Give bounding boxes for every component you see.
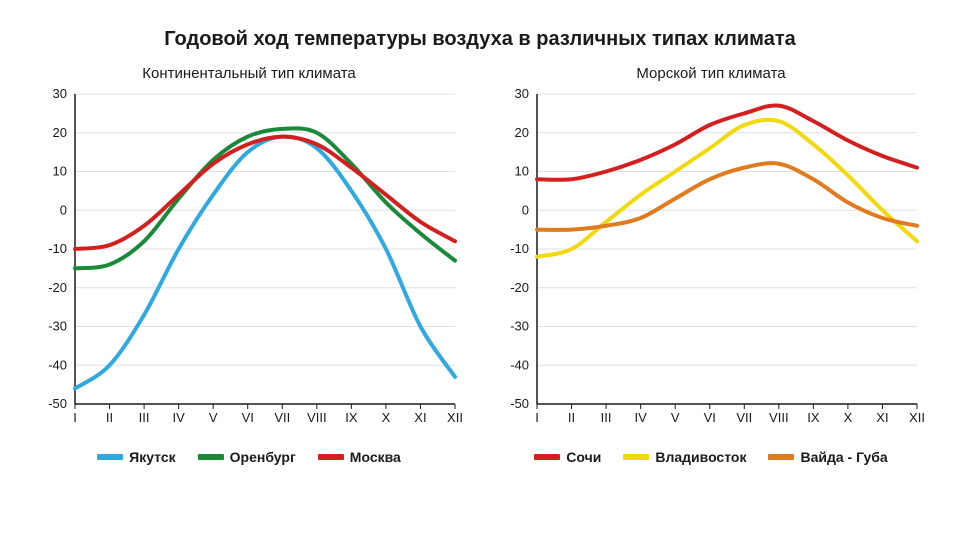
svg-text:XI: XI [414,410,426,425]
svg-text:-50: -50 [510,396,529,411]
svg-text:IV: IV [172,410,185,425]
subtitle-right: Морской тип климата [636,65,785,82]
svg-text:20: 20 [53,125,67,140]
svg-text:I: I [73,410,77,425]
svg-text:0: 0 [60,202,67,217]
series-line [75,128,455,268]
svg-text:-40: -40 [510,357,529,372]
legend-item: Якутск [97,449,176,465]
svg-text:VIII: VIII [769,410,789,425]
legend-swatch [623,454,649,460]
svg-text:XII: XII [447,410,463,425]
chart-right: -50-40-30-20-100102030IIIIIIIVVVIVIIVIII… [495,88,927,435]
legend-item: Вайда - Губа [768,449,887,465]
legend-item: Москва [318,449,401,465]
svg-text:30: 30 [53,88,67,101]
svg-text:-30: -30 [48,319,67,334]
chart-left: -50-40-30-20-100102030IIIIIIIVVVIVIIVIII… [33,88,465,435]
legend-left: Якутск Оренбург Москва [97,449,401,465]
svg-text:V: V [209,410,218,425]
series-line [537,120,917,257]
panel-left: Континентальный тип климата -50 -40 -30 -20… [33,65,465,465]
chart-frame: Годовой ход температуры воздуха в различ… [0,0,960,540]
svg-text:X: X [382,410,391,425]
legend-label: Вайда - Губа [800,449,887,465]
svg-text:-30: -30 [510,319,529,334]
panels-row: Континентальный тип климата -50 -40 -30 -20… [40,65,920,465]
legend-item: Сочи [534,449,601,465]
legend-right: Сочи Владивосток Вайда - Губа [534,449,887,465]
svg-text:-50: -50 [48,396,67,411]
chart-svg-right: -50-40-30-20-100102030IIIIIIIVVVIVIIVIII… [495,88,927,430]
svg-text:II: II [106,410,113,425]
svg-text:30: 30 [515,88,529,101]
svg-text:-40: -40 [48,357,67,372]
svg-text:VI: VI [242,410,254,425]
svg-text:IX: IX [807,410,820,425]
svg-text:VI: VI [704,410,716,425]
svg-text:III: III [139,410,150,425]
svg-text:IV: IV [634,410,647,425]
panel-right: Морской тип климата -50 -40 -30 -20 -10 0 10 20… [495,65,927,465]
legend-item: Оренбург [198,449,296,465]
legend-label: Сочи [566,449,601,465]
main-title: Годовой ход температуры воздуха в различ… [40,28,920,51]
svg-text:V: V [671,410,680,425]
svg-text:I: I [535,410,539,425]
svg-text:III: III [601,410,612,425]
svg-text:0: 0 [522,202,529,217]
svg-text:XII: XII [909,410,925,425]
legend-swatch [534,454,560,460]
series-line [75,137,455,249]
svg-text:VII: VII [736,410,752,425]
svg-text:-10: -10 [48,241,67,256]
legend-swatch [97,454,123,460]
chart-svg-left: -50-40-30-20-100102030IIIIIIIVVVIVIIVIII… [33,88,465,430]
svg-text:10: 10 [53,164,67,179]
svg-text:XI: XI [876,410,888,425]
svg-text:X: X [844,410,853,425]
legend-swatch [198,454,224,460]
svg-text:VIII: VIII [307,410,327,425]
svg-text:II: II [568,410,575,425]
svg-text:VII: VII [274,410,290,425]
series-line [75,137,455,389]
svg-text:-20: -20 [48,280,67,295]
svg-text:IX: IX [345,410,358,425]
legend-label: Оренбург [230,449,296,465]
svg-text:20: 20 [515,125,529,140]
svg-text:10: 10 [515,164,529,179]
svg-text:-10: -10 [510,241,529,256]
legend-swatch [318,454,344,460]
legend-label: Якутск [129,449,176,465]
legend-label: Владивосток [655,449,746,465]
legend-label: Москва [350,449,401,465]
series-line [537,105,917,179]
legend-swatch [768,454,794,460]
legend-item: Владивосток [623,449,746,465]
svg-text:-20: -20 [510,280,529,295]
subtitle-left: Континентальный тип климата [142,65,356,82]
